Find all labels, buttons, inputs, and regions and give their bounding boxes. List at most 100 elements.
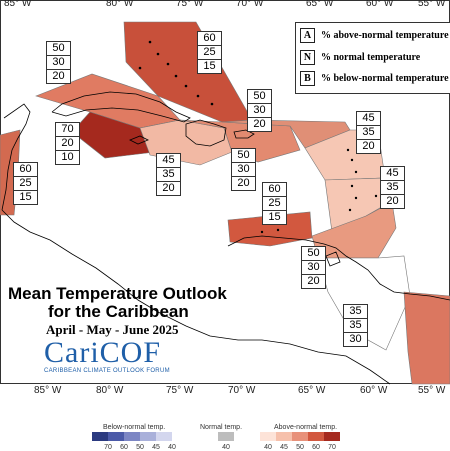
prob-box-windward: 45 35 20 [380,166,405,209]
prob-below: 20 [386,195,399,207]
lon-tick-label: 70° W [228,385,256,396]
colorbar-label: 60 [312,444,320,451]
prob-below: 10 [61,151,74,163]
lon-tick-label: 80° W [106,0,134,9]
legend-text: % below-normal temperature [321,72,449,84]
prob-above: 60 [263,183,286,197]
lon-tick-label: 75° W [166,385,194,396]
lon-tick-label: 60° W [360,385,388,396]
prob-normal: 35 [357,126,380,140]
probability-legend: A % above-normal temperature N % normal … [295,22,450,94]
prob-box-abc-islands: 60 25 15 [262,182,287,225]
prob-normal: 30 [302,261,325,275]
colorbar-label: 50 [136,444,144,451]
prob-box-bahamas: 60 25 15 [197,31,222,74]
prob-normal: 20 [56,137,79,151]
prob-box-jamaica: 45 35 20 [156,153,181,196]
prob-box-cayman: 70 20 10 [55,122,80,165]
lon-tick-label: 75° W [176,0,204,9]
colorbar-below-title: Below-normal temp. [103,424,166,431]
lon-tick-label: 65° W [298,385,326,396]
prob-normal: 30 [232,163,255,177]
legend-row-above: A % above-normal temperature [300,27,449,43]
colorbar-label: 70 [104,444,112,451]
prob-normal: 35 [344,319,367,333]
legend-row-below: B % below-normal temperature [300,70,449,86]
prob-above: 50 [232,149,255,163]
caricof-logo: CariCOF CARIBBEAN CLIMATE OUTLOOK FORUM [44,336,178,375]
prob-below: 20 [162,182,175,194]
lon-tick-label: 70° W [236,0,264,9]
prob-below: 30 [349,333,362,345]
prob-above: 60 [14,163,37,177]
colorbar-swatch [108,432,124,441]
prob-below: 15 [19,191,32,203]
prob-below: 20 [362,140,375,152]
prob-normal: 30 [47,56,70,70]
prob-below: 20 [307,275,320,287]
legend-key: A [300,27,315,43]
region-guianas [317,255,411,351]
colorbar-legend [0,392,450,450]
lon-tick-label: 85° W [4,0,32,9]
logo-subtitle: CARIBBEAN CLIMATE OUTLOOK FORUM [44,368,170,374]
colorbar-swatch [156,432,172,441]
colorbar-normal-title: Normal temp. [200,424,243,431]
lon-tick-label: 60° W [366,0,394,9]
region-suriname-east [403,291,450,385]
prob-normal: 25 [263,197,286,211]
lon-tick-label: 65° W [306,0,334,9]
colorbar-label: 40 [168,444,176,451]
colorbar-swatch [140,432,156,441]
prob-above: 50 [248,90,271,104]
colorbar-label: 40 [222,444,230,451]
lon-tick-label: 55° W [418,385,446,396]
prob-normal: 35 [381,181,404,195]
logo-wordmark: CariCOF [44,336,162,369]
legend-key: N [300,49,315,65]
colorbar-swatch [218,432,234,441]
lon-tick-label: 80° W [96,385,124,396]
colorbar-label: 45 [280,444,288,451]
island-markers [138,40,378,234]
prob-normal: 25 [14,177,37,191]
prob-box-belize: 60 25 15 [13,162,38,205]
map-title-line2: for the Caribbean [48,302,189,321]
prob-box-cuba: 50 30 20 [46,41,71,84]
prob-box-leeward: 45 35 20 [356,111,381,154]
prob-above: 60 [198,32,221,46]
colorbar-swatch [308,432,324,441]
region-windward [324,177,391,233]
colorbar-swatch [124,432,140,441]
lon-tick-label: 85° W [34,385,62,396]
colorbar-label: 50 [296,444,304,451]
prob-above: 45 [357,112,380,126]
coastlines [1,91,450,385]
colorbar-swatch [324,432,340,441]
colorbar-label: 60 [120,444,128,451]
prob-below: 15 [268,211,281,223]
prob-above: 70 [56,123,79,137]
prob-box-trinidad: 50 30 20 [301,246,326,289]
prob-above: 45 [157,154,180,168]
colorbar-swatch [92,432,108,441]
prob-box-hispaniola: 50 30 20 [231,148,256,191]
prob-below: 20 [52,70,65,82]
prob-normal: 35 [157,168,180,182]
prob-below: 20 [237,177,250,189]
colorbar-above-title: Above-normal temp. [274,424,338,431]
prob-above: 45 [381,167,404,181]
prob-normal: 30 [248,104,271,118]
legend-row-normal: N % normal temperature [300,49,420,65]
prob-above: 35 [344,305,367,319]
legend-key: B [300,70,315,86]
prob-above: 50 [47,42,70,56]
colorbar-label: 70 [328,444,336,451]
prob-below: 20 [253,118,266,130]
map-subtitle: April - May - June 2025 [46,322,179,337]
colorbar-swatch [260,432,276,441]
map-title-line1: Mean Temperature Outlook [8,284,227,303]
legend-text: % above-normal temperature [321,29,449,41]
colorbar-label: 45 [152,444,160,451]
